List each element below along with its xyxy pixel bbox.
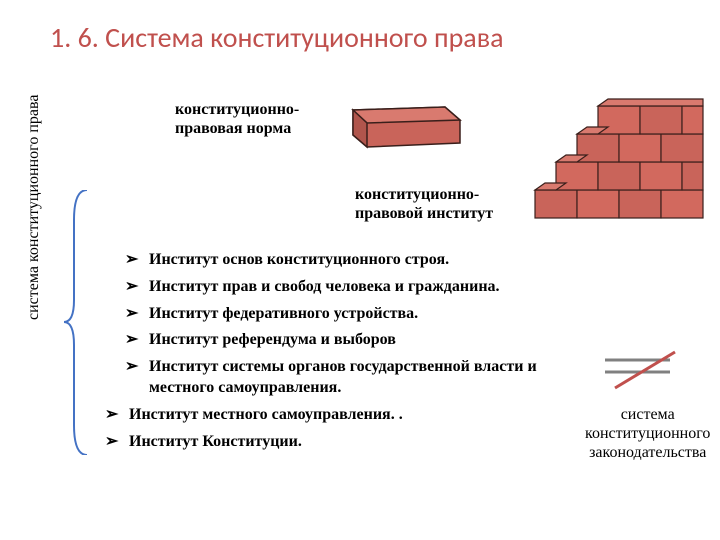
bullet-arrow-icon: ➢ <box>125 357 149 378</box>
label-system-law: системаконституционногозаконодательства <box>585 405 710 463</box>
bullet-list: ➢Институт основ конституционного строя.➢… <box>105 250 565 458</box>
bullet-arrow-icon: ➢ <box>125 250 149 271</box>
label-institute: конституционно-правовой институт <box>355 185 493 223</box>
bullet-arrow-icon: ➢ <box>125 277 149 298</box>
brick-wall-icon <box>530 95 710 235</box>
bullet-item: ➢Институт федеративного устройства. <box>105 304 565 325</box>
label-norm: конституционно-правовая норма <box>175 100 299 138</box>
bullet-text: Институт Конституции. <box>129 432 302 453</box>
bullet-text: Институт референдума и выборов <box>149 330 396 351</box>
bullet-text: Институт системы органов государственной… <box>149 357 565 399</box>
legislation-lines-icon <box>600 350 680 395</box>
bullet-arrow-icon: ➢ <box>125 304 149 325</box>
bullet-text: Институт основ конституционного строя. <box>149 250 449 271</box>
bullet-arrow-icon: ➢ <box>125 330 149 351</box>
bullet-text: Институт федеративного устройства. <box>149 304 418 325</box>
bullet-text: Институт местного самоуправления. . <box>129 405 403 426</box>
bullet-item: ➢Институт системы органов государственно… <box>105 357 565 399</box>
single-brick-icon <box>345 95 470 150</box>
bullet-item: ➢Институт прав и свобод человека и гражд… <box>105 277 565 298</box>
bullet-item: ➢Институт Конституции. <box>105 432 565 453</box>
bullet-arrow-icon: ➢ <box>105 432 129 453</box>
vertical-axis-label: система конституционного права <box>25 95 43 320</box>
bullet-arrow-icon: ➢ <box>105 405 129 426</box>
bullet-text: Институт прав и свобод человека и гражда… <box>149 277 500 298</box>
brace-icon <box>62 190 92 455</box>
bullet-item: ➢Институт местного самоуправления. . <box>105 405 565 426</box>
slide-title: 1. 6. Система конституционного права <box>50 20 504 55</box>
bullet-item: ➢Институт референдума и выборов <box>105 330 565 351</box>
bullet-item: ➢Институт основ конституционного строя. <box>105 250 565 271</box>
